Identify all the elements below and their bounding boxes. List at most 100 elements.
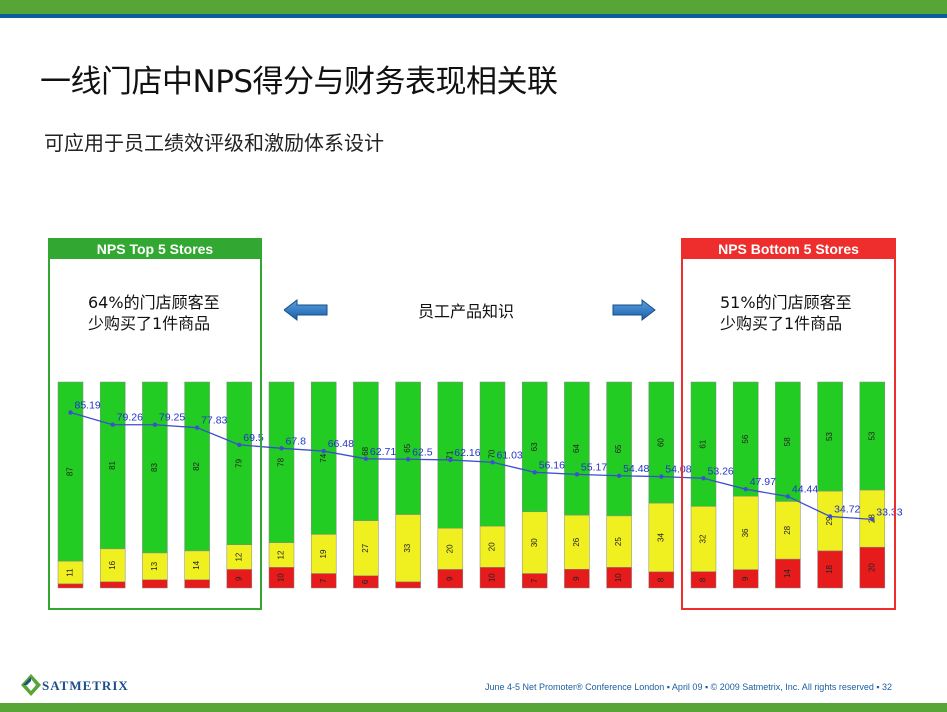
bar-red-11-label: 10	[488, 573, 497, 582]
bar-yellow-8	[353, 520, 379, 577]
bar-green-5	[226, 381, 253, 545]
bar-red-18	[775, 558, 801, 589]
bar-red-12	[521, 573, 548, 589]
nps-label-12: 56.16	[539, 459, 565, 471]
nps-label-9: 62.5	[412, 446, 433, 458]
bottom-5-note-line2: 少购买了1件商品	[720, 314, 843, 333]
bar-red-13	[564, 569, 590, 589]
bar-green-14-label: 65	[614, 444, 623, 453]
bar-yellow-5-label: 12	[234, 552, 243, 561]
bar-red-19	[817, 550, 843, 589]
bar-red-6-label: 10	[277, 573, 286, 582]
nps-label-10: 62.16	[454, 447, 480, 459]
nps-point-15	[659, 474, 664, 479]
nps-label-13: 55.17	[581, 461, 607, 473]
bar-green-3-label: 83	[150, 462, 159, 471]
top-5-note-line1: 64%的门店顾客至	[88, 293, 220, 312]
bar-green-2-label: 81	[108, 460, 117, 469]
nps-label-20: 33.33	[876, 506, 902, 518]
bar-yellow-10-label: 20	[445, 544, 454, 553]
nps-label-1: 85.19	[75, 400, 101, 412]
top-5-stores-frame: NPS Top 5 Stores	[48, 238, 262, 610]
bar-red-2	[99, 581, 126, 589]
bar-yellow-19-label: 29	[825, 516, 834, 525]
nps-label-3: 79.25	[159, 412, 185, 424]
bar-red-3	[142, 579, 168, 589]
nps-point-1	[68, 410, 73, 415]
nps-point-3	[152, 422, 158, 427]
bar-yellow-8-label: 27	[361, 543, 370, 552]
bar-red-14-label: 10	[614, 573, 623, 582]
bar-green-7-label: 74	[319, 453, 328, 462]
nps-point-5	[237, 442, 242, 448]
bar-green-10	[437, 381, 464, 529]
satmetrix-logo-icon	[21, 674, 41, 696]
nps-point-4	[194, 425, 200, 430]
bar-yellow-13-label: 26	[572, 537, 581, 546]
nps-label-2: 79.26	[117, 412, 143, 424]
bar-green-20-label: 53	[867, 431, 876, 440]
bar-yellow-6	[268, 542, 295, 568]
top-accent-bar	[0, 0, 947, 14]
bar-yellow-13	[564, 514, 590, 570]
bar-green-15-label: 60	[656, 438, 665, 447]
bar-yellow-3	[142, 552, 168, 581]
nps-point-9	[405, 457, 411, 462]
bar-red-14	[606, 567, 632, 589]
nps-label-19: 34.72	[834, 503, 860, 515]
bar-yellow-12	[521, 511, 548, 574]
nps-label-7: 66.48	[328, 438, 354, 450]
nps-point-7	[321, 448, 326, 454]
bar-green-8-label: 68	[361, 446, 370, 455]
nps-point-8	[363, 456, 369, 462]
bar-yellow-14	[606, 515, 632, 568]
bar-red-20	[859, 546, 886, 589]
bar-green-12	[521, 381, 548, 513]
bar-green-3	[142, 381, 168, 554]
nps-label-14: 54.48	[623, 463, 649, 475]
bar-red-1	[57, 583, 84, 589]
bar-red-7	[310, 573, 337, 589]
bar-yellow-19	[817, 490, 843, 552]
bar-yellow-15-label: 34	[656, 533, 665, 542]
bar-green-9	[395, 381, 421, 515]
bar-green-11-label: 70	[488, 449, 497, 458]
nps-label-17: 47.97	[750, 476, 776, 488]
center-label: 员工产品知识	[418, 302, 515, 321]
bar-yellow-15	[648, 502, 675, 573]
bar-yellow-18	[775, 501, 801, 560]
bar-red-8	[353, 575, 379, 589]
nps-point-11	[490, 460, 495, 465]
right-arrow-icon	[612, 299, 656, 321]
bar-yellow-3-label: 13	[150, 561, 159, 570]
nps-label-8: 62.71	[370, 446, 396, 458]
bar-green-9-label: 65	[403, 443, 412, 452]
nps-point-17	[743, 486, 748, 492]
bar-yellow-2-label: 16	[108, 560, 117, 569]
bar-red-12-label: 7	[530, 578, 539, 583]
bar-yellow-1-label: 11	[66, 568, 75, 577]
nps-point-6	[279, 446, 284, 451]
footer-accent-line	[0, 703, 947, 712]
bar-red-11	[479, 567, 506, 589]
bar-green-12-label: 63	[530, 442, 539, 451]
bar-green-18	[775, 381, 801, 502]
bar-red-5	[226, 569, 253, 589]
bar-green-15	[648, 381, 675, 504]
nps-point-18	[785, 494, 791, 499]
bar-yellow-17-label: 36	[741, 528, 750, 537]
bar-green-1-label: 87	[66, 467, 75, 476]
page-title: 一线门店中NPS得分与财务表现相关联	[40, 64, 558, 100]
bar-yellow-14-label: 25	[614, 537, 623, 546]
bar-yellow-16-label: 32	[699, 534, 708, 543]
bar-red-15-label: 8	[656, 577, 665, 582]
bar-red-16	[690, 571, 717, 589]
bar-yellow-6-label: 12	[277, 550, 286, 559]
nps-label-15: 54.08	[665, 464, 691, 476]
nps-label-16: 53.26	[708, 465, 734, 477]
bar-yellow-9-label: 33	[403, 543, 412, 552]
bar-red-13-label: 9	[572, 576, 581, 581]
bar-red-9	[395, 581, 421, 589]
bar-yellow-4-label: 14	[192, 560, 201, 569]
